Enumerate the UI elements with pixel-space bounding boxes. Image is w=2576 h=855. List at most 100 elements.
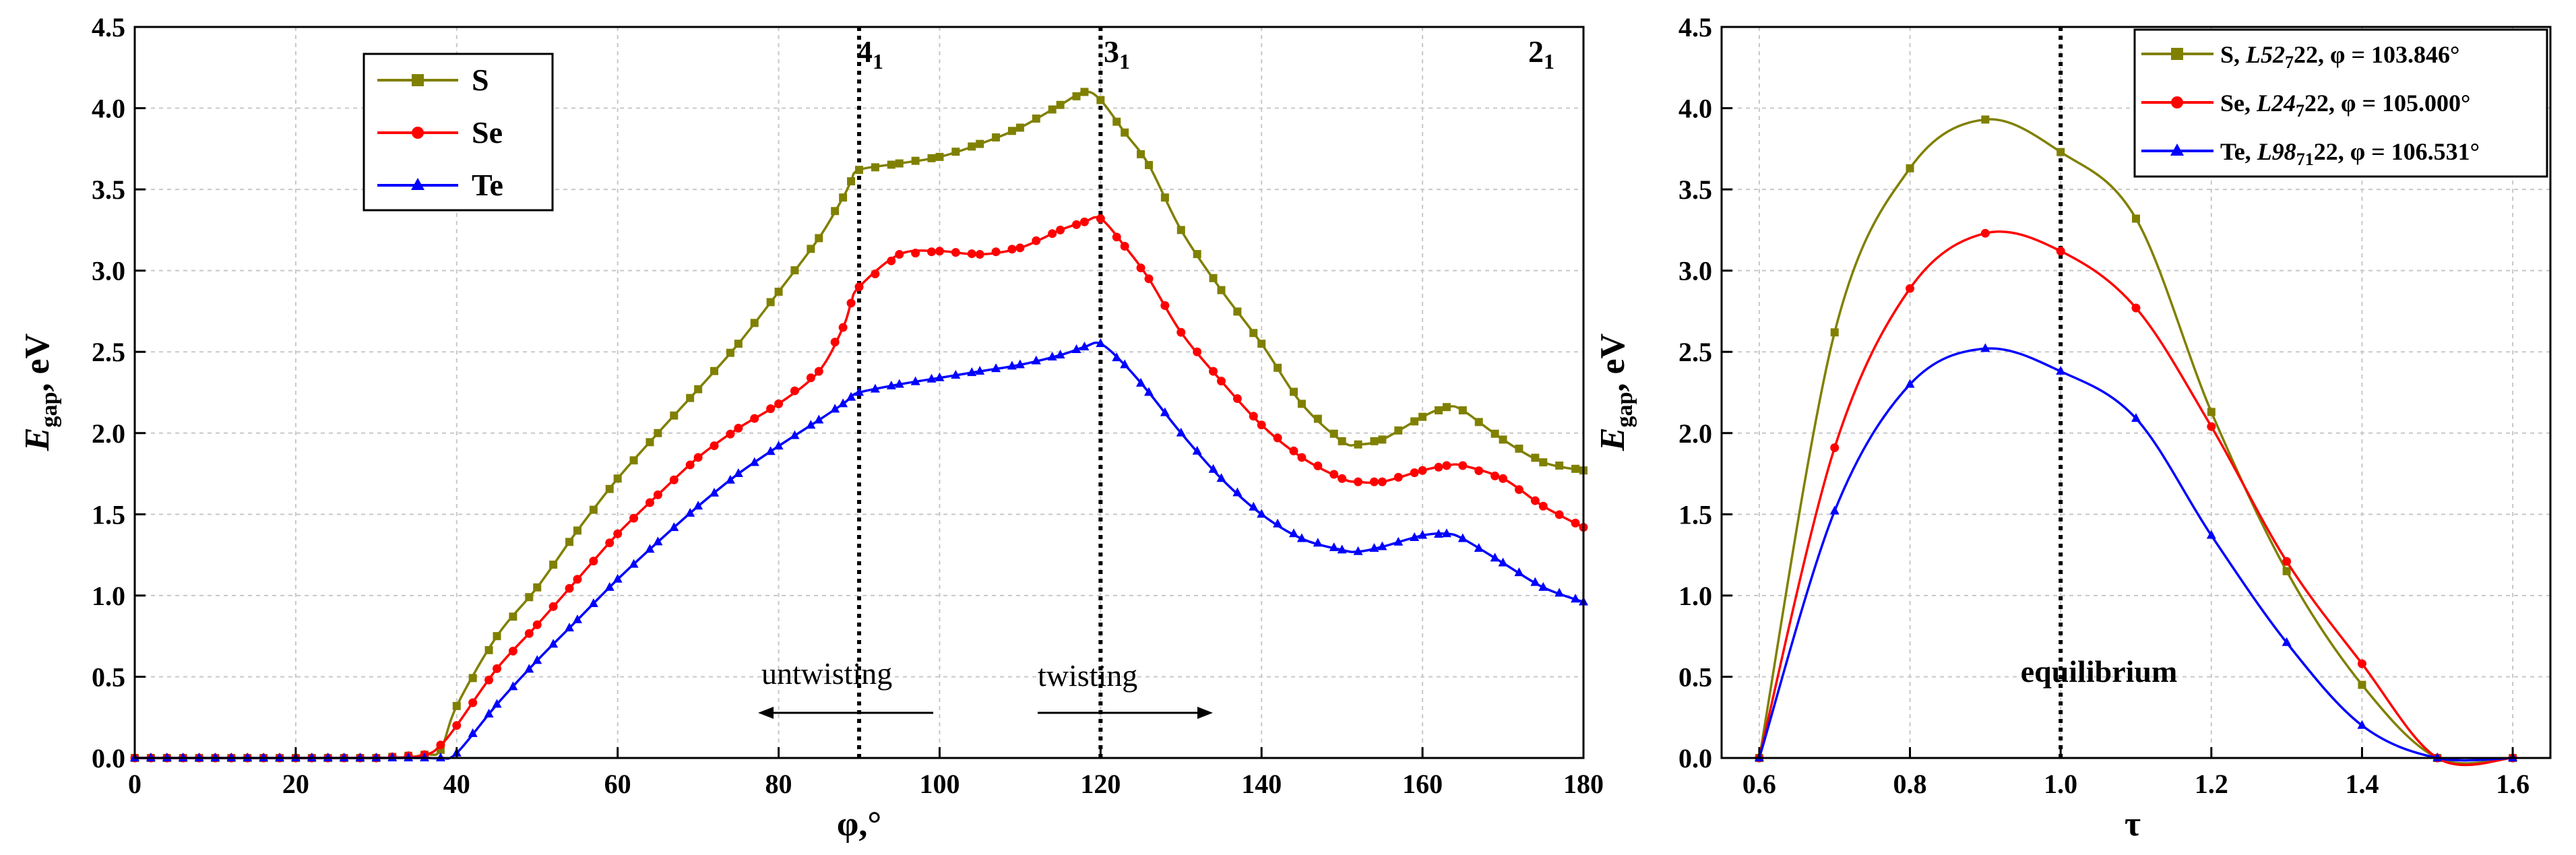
right-y-tick-label: 0.0 <box>1678 743 1712 773</box>
left-point-te <box>806 420 816 429</box>
left-x-tick-label: 20 <box>282 769 309 799</box>
left-point-te <box>604 581 615 591</box>
left-point-te <box>1192 445 1202 455</box>
left-y-tick-label: 2.0 <box>92 418 125 449</box>
left-point-s <box>1274 363 1282 372</box>
right-x-tick-label: 0.8 <box>1893 769 1927 799</box>
left-point-s <box>1217 286 1226 294</box>
left-legend-item-se: Se <box>377 115 503 150</box>
right-y-tick-label: 1.5 <box>1678 499 1712 530</box>
left-legend-label-s: S <box>472 63 489 97</box>
left-point-se <box>493 664 501 673</box>
left-legend-item-s: S <box>377 63 489 97</box>
left-point-s <box>1145 160 1153 169</box>
right-point-se <box>2357 659 2366 668</box>
left-point-s <box>815 234 823 243</box>
left-point-te <box>1514 567 1524 577</box>
left-point-s <box>1297 400 1306 408</box>
left-point-s <box>1313 414 1322 423</box>
left-point-s <box>694 385 703 393</box>
left-point-s <box>468 674 477 683</box>
right-y-tick-label: 2.5 <box>1678 337 1712 367</box>
right-legend-item-te: Te, L987122, φ = 106.531° <box>2141 138 2480 169</box>
left-y-tick-label: 4.0 <box>92 94 125 124</box>
left-y-axis-label: Egap, eV <box>18 334 62 451</box>
left-point-te <box>1393 536 1404 546</box>
left-legend-label-te: Te <box>472 168 503 202</box>
left-point-s <box>525 593 534 602</box>
equilibrium-label: equilibrium <box>2021 654 2178 689</box>
left-point-s <box>646 438 654 447</box>
twisting-arrowhead <box>1197 707 1213 719</box>
left-point-se <box>1273 433 1282 443</box>
left-x-tick-label: 160 <box>1402 769 1443 799</box>
left-x-axis-label: φ,° <box>837 805 881 844</box>
left-point-se <box>1442 461 1451 470</box>
right-x-tick-label: 1.6 <box>2496 769 2530 799</box>
left-point-te <box>870 383 880 393</box>
left-point-te <box>733 468 743 478</box>
left-point-se <box>1096 214 1105 224</box>
right-point-s <box>1981 115 1990 124</box>
left-point-s <box>1370 437 1379 445</box>
left-point-s <box>629 456 638 465</box>
left-point-te <box>1296 533 1307 542</box>
left-point-se <box>1338 474 1347 483</box>
left-x-tick-label: 140 <box>1241 769 1282 799</box>
left-point-s <box>726 348 734 357</box>
left-point-te <box>749 457 759 466</box>
left-point-se <box>1410 468 1419 478</box>
twisting-annotation: twisting <box>1038 658 1137 693</box>
left-point-te <box>588 598 598 607</box>
left-point-se <box>573 575 582 584</box>
left-point-s <box>1056 100 1065 109</box>
right-point-se <box>1830 443 1840 452</box>
left-point-se <box>1499 474 1508 483</box>
left-point-se <box>653 490 662 499</box>
right-x-tick-label: 0.6 <box>1742 769 1776 799</box>
left-point-te <box>629 559 639 568</box>
left-point-te <box>1079 341 1090 350</box>
left-point-te <box>1015 359 1025 369</box>
left-point-se <box>452 721 462 730</box>
left-point-se <box>710 441 719 451</box>
right-point-s <box>1906 164 1914 172</box>
left-point-te <box>1571 594 1581 603</box>
left-point-se <box>1209 367 1218 376</box>
left-point-te <box>1007 360 1017 370</box>
left-point-s <box>1257 340 1266 348</box>
left-legend-marker-te <box>411 178 425 190</box>
left-point-se <box>1257 420 1266 430</box>
right-point-se <box>1906 284 1915 293</box>
left-point-se <box>895 250 904 259</box>
left-point-s <box>1354 440 1362 449</box>
right-point-te <box>1905 379 1915 388</box>
left-point-se <box>1354 477 1363 486</box>
left-x-tick-label: 60 <box>604 769 631 799</box>
left-point-s <box>1338 437 1346 445</box>
right-y-tick-label: 0.5 <box>1678 662 1712 692</box>
left-point-se <box>1015 243 1025 253</box>
right-legend-marker-se <box>2171 96 2183 108</box>
left-x-tick-label: 180 <box>1563 769 1604 799</box>
left-point-se <box>1136 263 1145 273</box>
left-point-se <box>1490 471 1500 480</box>
left-point-se <box>734 424 743 433</box>
left-point-se <box>1112 232 1121 242</box>
left-point-se <box>911 249 920 258</box>
right-x-tick-label: 1.2 <box>2195 769 2228 799</box>
top-label-2-1: 21 <box>1528 34 1554 73</box>
left-point-te <box>1176 427 1186 437</box>
left-point-s <box>992 133 1001 141</box>
left-point-te <box>1418 530 1428 539</box>
left-point-s <box>935 152 944 161</box>
left-point-te <box>1538 581 1548 591</box>
left-point-te <box>1096 338 1106 348</box>
left-point-s <box>509 612 517 621</box>
left-plot-frame <box>133 26 1585 759</box>
left-point-te <box>991 363 1001 373</box>
left-point-te <box>1313 538 1323 547</box>
left-point-se <box>806 373 815 383</box>
left-point-se <box>790 386 799 395</box>
left-point-s <box>1007 127 1016 135</box>
